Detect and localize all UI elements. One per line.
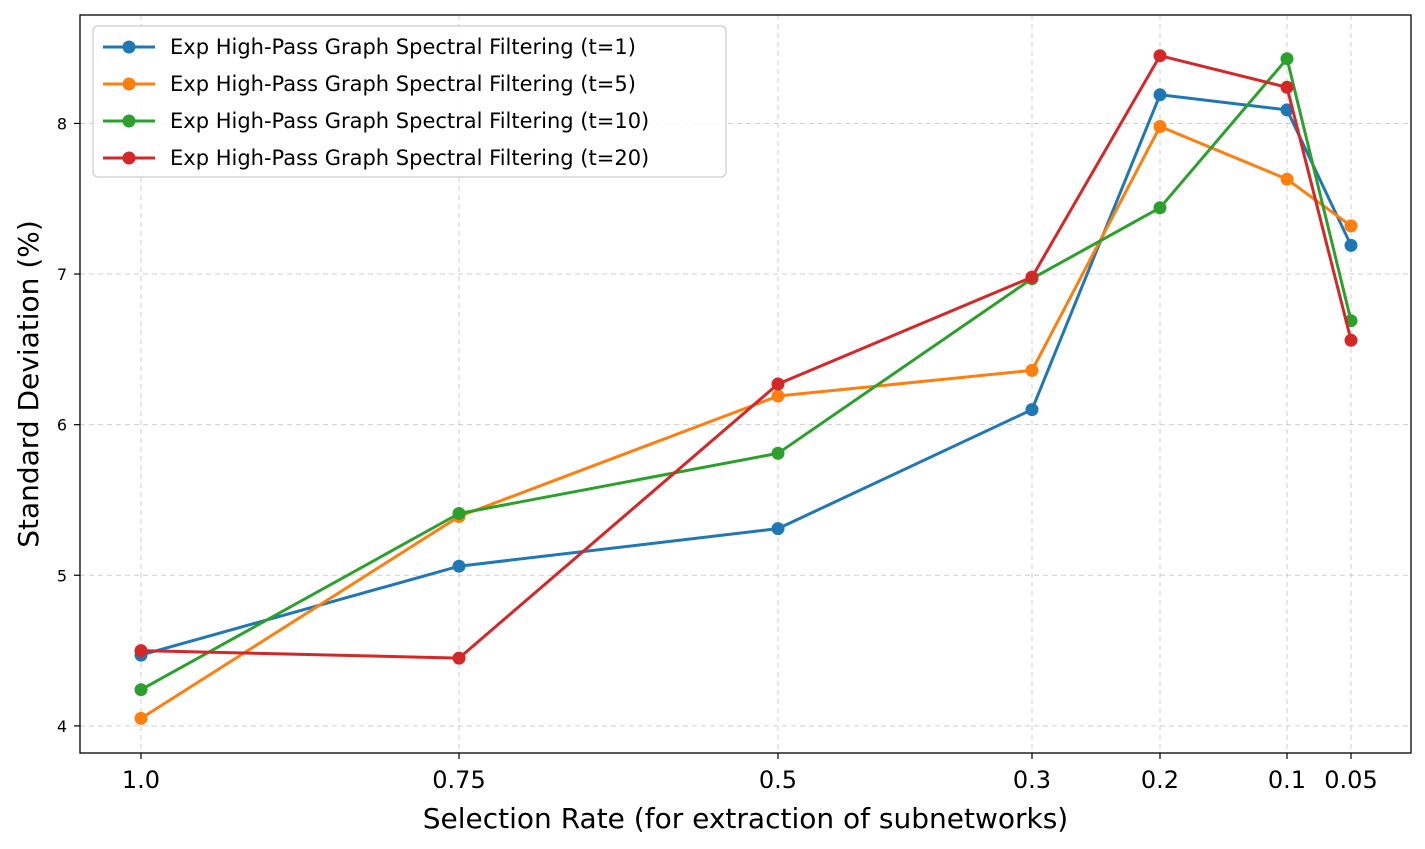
x-tick-label: 0.75 <box>432 766 485 794</box>
data-point <box>134 644 148 658</box>
legend-label: Exp High-Pass Graph Spectral Filtering (… <box>170 35 636 59</box>
legend-box <box>92 25 727 178</box>
legend: Exp High-Pass Graph Spectral Filtering (… <box>92 25 727 178</box>
data-point <box>771 389 785 403</box>
data-point <box>1280 52 1294 66</box>
series-line <box>140 93 1353 657</box>
data-point <box>1153 201 1167 215</box>
x-tick-label: 1.0 <box>122 766 160 794</box>
x-tick-label: 0.3 <box>1013 766 1051 794</box>
data-point <box>134 683 148 697</box>
series-4 <box>134 49 1358 665</box>
data-point <box>1344 238 1358 252</box>
legend-swatch-marker <box>122 114 136 128</box>
data-point <box>1280 103 1294 117</box>
y-tick-label: 4 <box>57 717 67 736</box>
axis-ticks: 1.0 0.75 0.5 0.3 0.2 0.1 0.05 4 5 6 7 8 <box>57 114 1378 794</box>
legend-swatch-marker <box>122 40 136 54</box>
data-point <box>1025 363 1039 377</box>
data-point <box>1280 80 1294 94</box>
x-tick-label: 0.2 <box>1141 766 1179 794</box>
y-tick-label: 7 <box>57 265 67 284</box>
data-point <box>134 711 148 725</box>
legend-label: Exp High-Pass Graph Spectral Filtering (… <box>170 72 636 96</box>
data-point <box>452 559 466 573</box>
plot-frame <box>79 14 1412 754</box>
legend-label: Exp High-Pass Graph Spectral Filtering (… <box>170 109 649 133</box>
grid-lines <box>80 15 1411 753</box>
data-point <box>1344 219 1358 233</box>
x-axis-title: Selection Rate (for extraction of subnet… <box>423 802 1068 835</box>
legend-swatch-marker <box>122 77 136 91</box>
data-point <box>1280 172 1294 186</box>
data-point <box>1153 88 1167 102</box>
data-point <box>452 507 466 520</box>
data-point <box>1344 333 1358 347</box>
legend-item: Exp High-Pass Graph Spectral Filtering (… <box>103 146 649 170</box>
data-point <box>1025 403 1039 417</box>
y-axis-title: Standard Deviation (%) <box>12 220 45 548</box>
data-point <box>452 651 466 665</box>
legend-item: Exp High-Pass Graph Spectral Filtering (… <box>103 35 636 59</box>
x-tick-label: 0.5 <box>759 766 797 794</box>
y-tick-label: 5 <box>57 566 67 585</box>
data-point <box>1025 270 1039 284</box>
legend-item: Exp High-Pass Graph Spectral Filtering (… <box>103 109 649 133</box>
x-tick-label: 0.05 <box>1324 766 1377 794</box>
legend-swatch-marker <box>122 151 136 165</box>
x-tick-label: 0.1 <box>1268 766 1306 794</box>
data-point <box>771 377 785 391</box>
series-layer <box>134 49 1358 725</box>
series-2 <box>134 120 1358 725</box>
series-1 <box>134 88 1358 662</box>
data-point <box>1153 120 1167 133</box>
y-tick-label: 8 <box>57 114 67 133</box>
y-tick-label: 6 <box>57 416 67 435</box>
data-point <box>1153 49 1167 63</box>
data-point <box>771 522 785 536</box>
legend-item: Exp High-Pass Graph Spectral Filtering (… <box>103 72 636 96</box>
legend-label: Exp High-Pass Graph Spectral Filtering (… <box>170 146 649 170</box>
data-point <box>771 446 785 460</box>
series-line <box>140 125 1352 720</box>
